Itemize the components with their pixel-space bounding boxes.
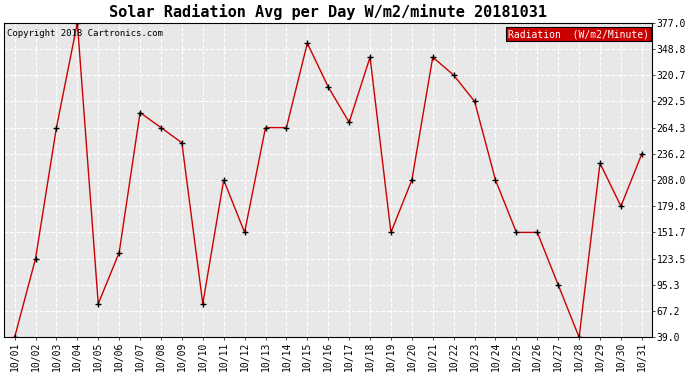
Text: Copyright 2018 Cartronics.com: Copyright 2018 Cartronics.com [8, 29, 164, 38]
Title: Solar Radiation Avg per Day W/m2/minute 20181031: Solar Radiation Avg per Day W/m2/minute … [109, 4, 547, 20]
Text: Radiation  (W/m2/Minute): Radiation (W/m2/Minute) [508, 29, 649, 39]
